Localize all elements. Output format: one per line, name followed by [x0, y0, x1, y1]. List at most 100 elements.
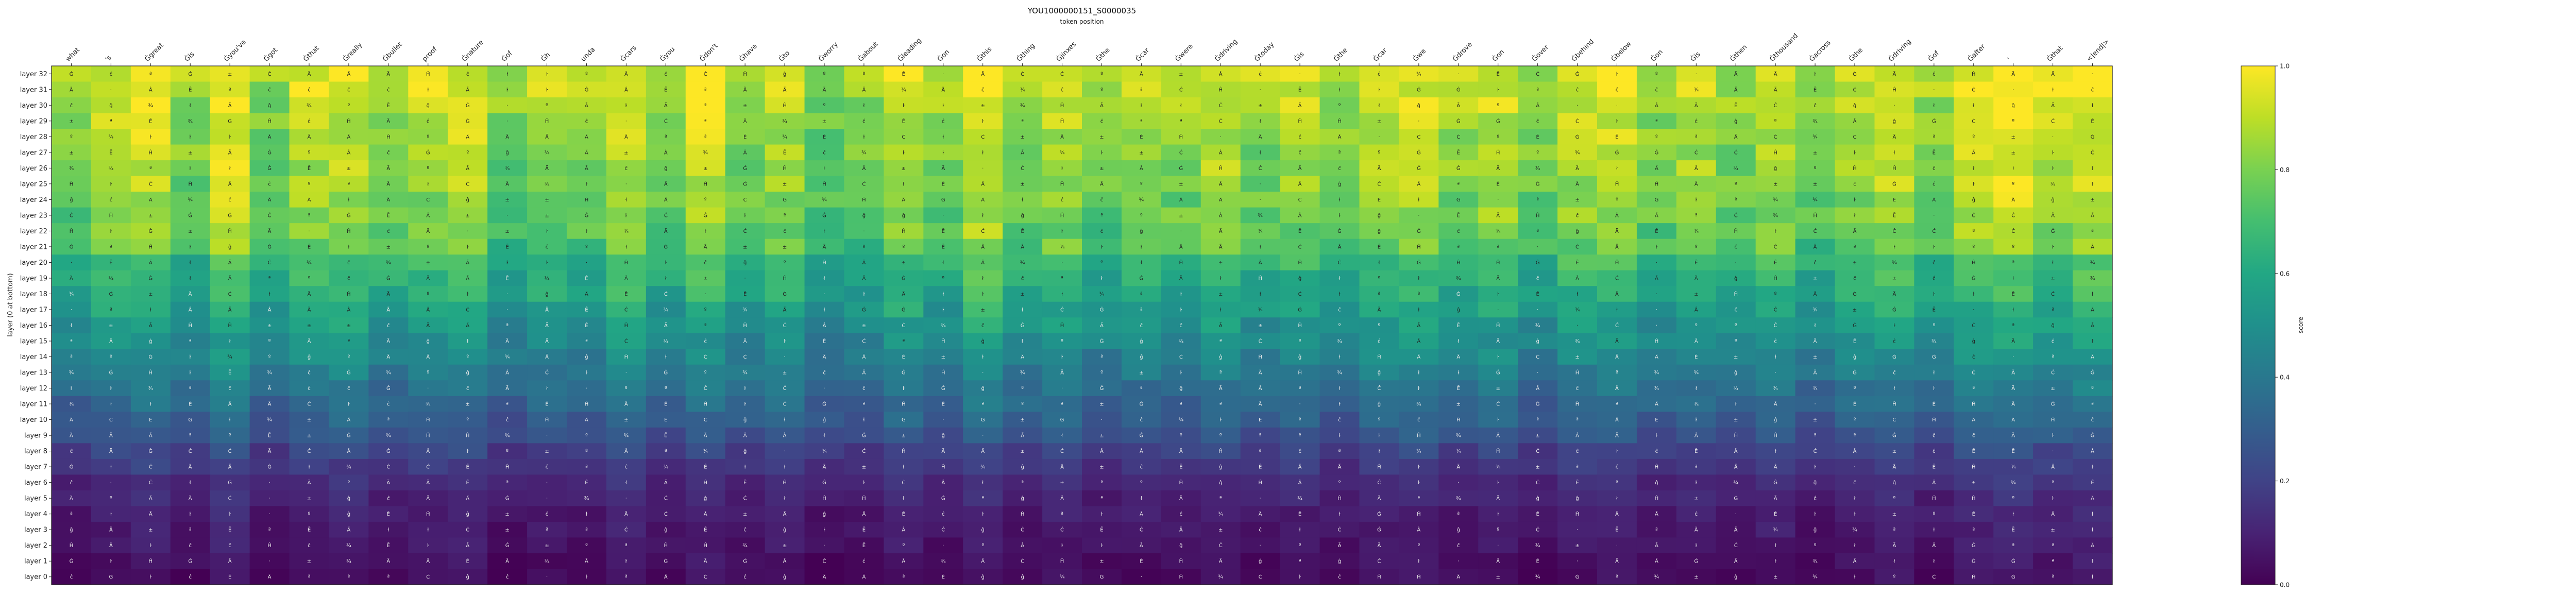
heatmap-cell-label: ł — [1933, 370, 1935, 376]
heatmap-cell-label: ĉ — [1853, 275, 1856, 281]
heatmap-cell — [1438, 144, 1479, 161]
heatmap-cell-label: Ĥ — [862, 495, 866, 502]
heatmap-cell-label: ĉ — [2091, 87, 2094, 93]
heatmap-cell-label: Ä — [1338, 542, 1342, 549]
heatmap-cell-label: ĉ — [1021, 275, 1024, 281]
heatmap-cell — [1319, 81, 1360, 98]
heatmap-cell-label: Ä — [109, 448, 113, 454]
heatmap-cell-label: · — [586, 386, 587, 392]
heatmap-cell — [1161, 160, 1201, 177]
heatmap-cell-label: ĝ — [743, 417, 747, 423]
heatmap-cell-label: Ĥ — [1060, 558, 1064, 565]
heatmap-cell-label: Ä — [426, 228, 430, 234]
heatmap-cell — [1914, 66, 1954, 82]
heatmap-cell — [1280, 129, 1320, 145]
heatmap-cell-label: Ĥ — [624, 322, 629, 329]
heatmap-cell-label: ĉ — [347, 87, 350, 93]
heatmap-cell-label: ± — [1099, 134, 1104, 140]
heatmap-cell-label: ĝ — [2051, 322, 2054, 329]
heatmap-cell-label: Ä — [823, 573, 826, 580]
heatmap-cell-label: ł — [1418, 197, 1419, 203]
heatmap-cell — [527, 66, 567, 82]
heatmap-cell-label: Ä — [149, 495, 152, 502]
heatmap-cell — [1003, 66, 1043, 82]
heatmap-cell-label: Ġ — [1853, 369, 1857, 376]
heatmap-cell-label: Â — [981, 243, 985, 250]
heatmap-cell-label: Ĥ — [2051, 416, 2055, 423]
heatmap-cell — [487, 129, 528, 145]
heatmap-cell-label: Ē — [743, 133, 747, 140]
heatmap-cell-label: º — [308, 512, 311, 517]
heatmap-cell-label: Â — [1932, 479, 1936, 486]
heatmap-cell-label: Ē — [387, 542, 390, 549]
heatmap-cell-label: ł — [942, 134, 944, 140]
heatmap-cell — [1082, 176, 1122, 192]
heatmap-cell — [1597, 129, 1637, 145]
heatmap-cell-label: ¾ — [1693, 87, 1699, 93]
heatmap-cell-label: Ē — [664, 401, 667, 407]
heatmap-cell-label: · — [268, 496, 270, 502]
heatmap-cell — [289, 81, 330, 98]
heatmap-cell-label: ł — [1339, 354, 1341, 360]
heatmap-cell — [1557, 129, 1598, 145]
heatmap-cell-label: Ġ — [822, 401, 826, 407]
heatmap-cell-label: Ĥ — [703, 401, 707, 407]
heatmap-cell-label: Ġ — [267, 243, 272, 250]
heatmap-cell-label: Ĥ — [228, 228, 232, 234]
heatmap-cell-label: ª — [149, 72, 152, 77]
heatmap-cell-label: Ä — [585, 291, 588, 297]
heatmap-cell-label: Ä — [308, 479, 311, 486]
colorbar-tick-label: 0.6 — [2280, 270, 2290, 277]
heatmap-cell-label: ± — [1892, 276, 1896, 281]
heatmap-cell-label: ĉ — [1893, 370, 1896, 376]
heatmap-cell-label: Ä — [1298, 165, 1302, 172]
heatmap-cell-label: Ĥ — [1655, 464, 1659, 470]
heatmap-cell-label: ¾ — [663, 465, 668, 470]
heatmap-cell-label: ª — [348, 339, 350, 345]
heatmap-cell-label: Â — [1615, 212, 1619, 218]
heatmap-cell-label: Ġ — [70, 464, 74, 470]
heatmap-cell-label: Ã — [466, 86, 469, 93]
heatmap-cell-label: Ē — [149, 117, 152, 124]
heatmap-cell-label: Ĥ — [1179, 479, 1183, 486]
heatmap-cell-label: Ã — [149, 322, 152, 329]
heatmap-cell-label: Ĥ — [902, 401, 906, 407]
heatmap-cell-label: ĝ — [466, 370, 469, 376]
heatmap-cell-label: Ġ — [664, 558, 668, 565]
heatmap-cell-label: º — [427, 370, 429, 376]
heatmap-cell-label: Ã — [585, 558, 588, 565]
x-tick-label: Ġthis — [975, 45, 993, 63]
heatmap-cell — [1914, 160, 1954, 177]
heatmap-cell — [1399, 113, 1439, 129]
heatmap-cell — [170, 113, 211, 129]
heatmap-cell-label: º — [1933, 323, 1935, 329]
heatmap-cell-label: ł — [506, 72, 508, 77]
heatmap-cell-label: ŀ — [625, 559, 628, 565]
heatmap-cell-label: Ã — [1892, 133, 1896, 140]
heatmap-cell — [1399, 129, 1439, 145]
heatmap-cell-label: ĉ — [189, 542, 192, 549]
heatmap-cell — [1200, 129, 1241, 145]
heatmap-cell-label: ¾ — [2011, 465, 2016, 470]
heatmap-cell — [1795, 176, 1836, 192]
heatmap-cell — [765, 113, 805, 129]
heatmap-cell-label: ĉ — [743, 527, 747, 533]
heatmap-cell-label: Ċ — [743, 228, 747, 234]
heatmap-cell-label: Ġ — [1536, 401, 1540, 407]
heatmap-cell-label: Ġ — [2011, 573, 2015, 580]
heatmap-cell — [1993, 144, 2033, 161]
heatmap-cell-label: ĉ — [387, 228, 390, 234]
heatmap-cell-label: Â — [2051, 511, 2055, 517]
heatmap-cell-label: ł — [586, 512, 587, 517]
heatmap-cell-label: Â — [664, 196, 668, 203]
heatmap-cell-label: Ä — [2051, 71, 2055, 77]
heatmap-cell-label: Ċ — [1536, 479, 1539, 486]
heatmap-cell-label: Ä — [386, 558, 390, 565]
heatmap-cell — [1200, 160, 1241, 177]
heatmap-cell — [487, 97, 528, 114]
heatmap-cell-label: Ã — [1417, 322, 1420, 329]
heatmap-cell-label: ª — [1972, 386, 1975, 392]
heatmap-cell-label: ¾ — [1812, 307, 1818, 313]
heatmap-cell-label: Ġ — [2051, 228, 2055, 234]
heatmap-cell-label: Ē — [902, 117, 905, 124]
